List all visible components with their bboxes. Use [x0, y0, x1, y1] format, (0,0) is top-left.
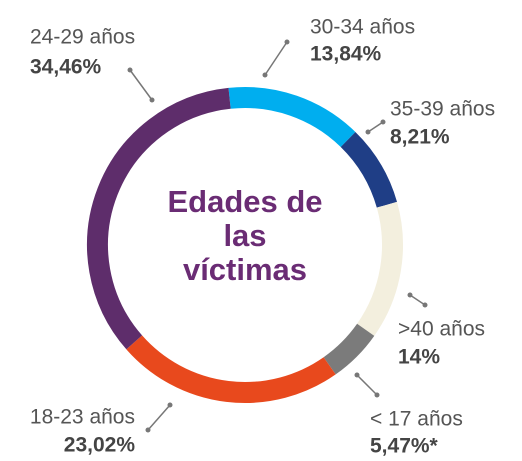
chart-title: Edades de las víctimas — [167, 184, 323, 287]
leader-dot — [167, 402, 173, 408]
donut-segment — [87, 87, 231, 350]
leader-line — [147, 404, 171, 431]
category-label: 18-23 años — [30, 406, 135, 429]
leader-line — [367, 121, 384, 133]
leader-dot — [422, 302, 428, 308]
value-label: 5,47%* — [370, 435, 439, 458]
leader-line — [356, 374, 378, 396]
category-label: 24-29 años — [30, 26, 135, 49]
category-label: >40 años — [398, 318, 485, 341]
leader-dot — [374, 392, 380, 398]
value-label: 34,46% — [30, 56, 102, 79]
leader-dot — [284, 39, 290, 45]
leader-line — [409, 294, 426, 306]
donut-segment — [340, 131, 398, 208]
category-label: 30-34 años — [310, 16, 415, 39]
category-label: 35-39 años — [390, 98, 495, 121]
leader-line — [264, 41, 288, 76]
value-label: 14% — [398, 346, 440, 369]
value-label: 13,84% — [310, 43, 382, 66]
category-label: < 17 años — [370, 408, 463, 431]
value-label: 23,02% — [64, 434, 136, 457]
leader-dot — [127, 67, 133, 73]
leader-dot — [407, 292, 413, 298]
donut-segment — [126, 335, 336, 403]
donut-segment — [323, 323, 375, 375]
leader-line — [129, 69, 153, 101]
value-label: 8,21% — [390, 126, 450, 149]
leader-dot — [149, 97, 155, 103]
donut-segment — [228, 87, 356, 148]
leader-dot — [354, 372, 360, 378]
leader-dot — [262, 72, 268, 78]
donut-segment — [356, 201, 403, 336]
leader-dot — [145, 427, 151, 433]
leader-dot — [365, 129, 371, 135]
leader-dot — [380, 119, 386, 125]
